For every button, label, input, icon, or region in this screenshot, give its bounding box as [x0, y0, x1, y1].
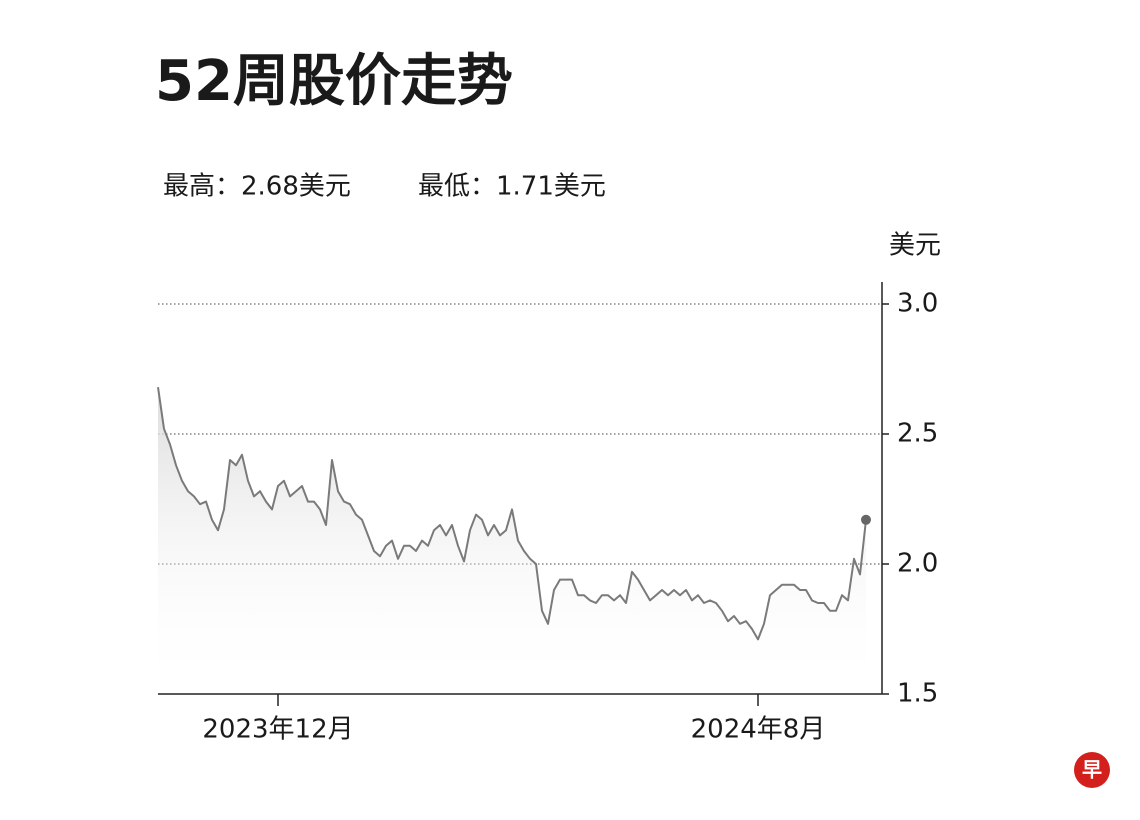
last-point	[861, 514, 871, 525]
y-tick-label: 2.0	[897, 549, 938, 579]
price-line	[157, 387, 867, 641]
logo: 早	[1082, 758, 1102, 782]
chart-title: 52周股价走势	[155, 49, 513, 114]
annotation: 最高：2.68美元	[163, 172, 351, 202]
y-tick-label: 2.5	[897, 419, 938, 449]
y-tick-label: 1.5	[897, 679, 938, 709]
logo-badge	[1074, 752, 1110, 788]
y-axis-label: 美元	[889, 231, 941, 261]
area	[158, 387, 866, 694]
x-tick-label: 2024年8月	[691, 715, 826, 745]
y-tick-label: 3.0	[897, 289, 938, 319]
x-tick-label: 2023年12月	[202, 715, 353, 745]
annotation: 最低：1.71美元	[418, 172, 606, 202]
